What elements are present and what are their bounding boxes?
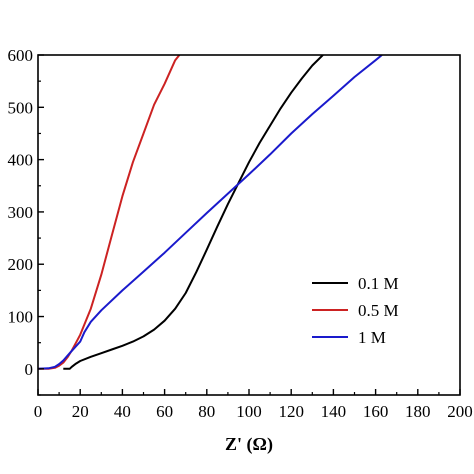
- series-layer: [38, 55, 383, 370]
- y-tick-label: 500: [8, 98, 34, 117]
- x-tick-label: 100: [236, 402, 262, 421]
- x-tick-label: 0: [34, 402, 43, 421]
- x-tick-label: 60: [156, 402, 173, 421]
- x-tick-label: 20: [72, 402, 89, 421]
- plot-frame: [37, 54, 461, 396]
- legend-label-2: 1 M: [358, 328, 386, 347]
- axes-layer: 0 20 40 60 80 100 120 140 160 180 200 0 100 200 300 400…: [8, 46, 473, 421]
- legend-label-0: 0.1 M: [358, 274, 399, 293]
- y-tick-label: 300: [8, 203, 34, 222]
- x-tick-label: 160: [363, 402, 389, 421]
- y-tick-label: 400: [8, 151, 34, 170]
- series-line-2: [38, 55, 383, 370]
- x-tick-label: 80: [198, 402, 215, 421]
- x-tick-label: 120: [278, 402, 304, 421]
- y-tick-label: 100: [8, 308, 34, 327]
- y-tick-label: 0: [25, 360, 34, 379]
- series-line-1: [38, 55, 181, 370]
- x-tick-label: 140: [321, 402, 347, 421]
- legend: 0.1 M 0.5 M 1 M: [312, 274, 399, 347]
- series-line-0: [63, 55, 324, 370]
- legend-label-1: 0.5 M: [358, 301, 399, 320]
- y-tick-label: 600: [8, 46, 34, 65]
- x-axis-title: Z' (Ω): [225, 434, 273, 455]
- y-tick-label: 200: [8, 255, 34, 274]
- x-tick-label: 200: [447, 402, 473, 421]
- x-tick-label: 40: [114, 402, 131, 421]
- x-tick-label: 180: [405, 402, 431, 421]
